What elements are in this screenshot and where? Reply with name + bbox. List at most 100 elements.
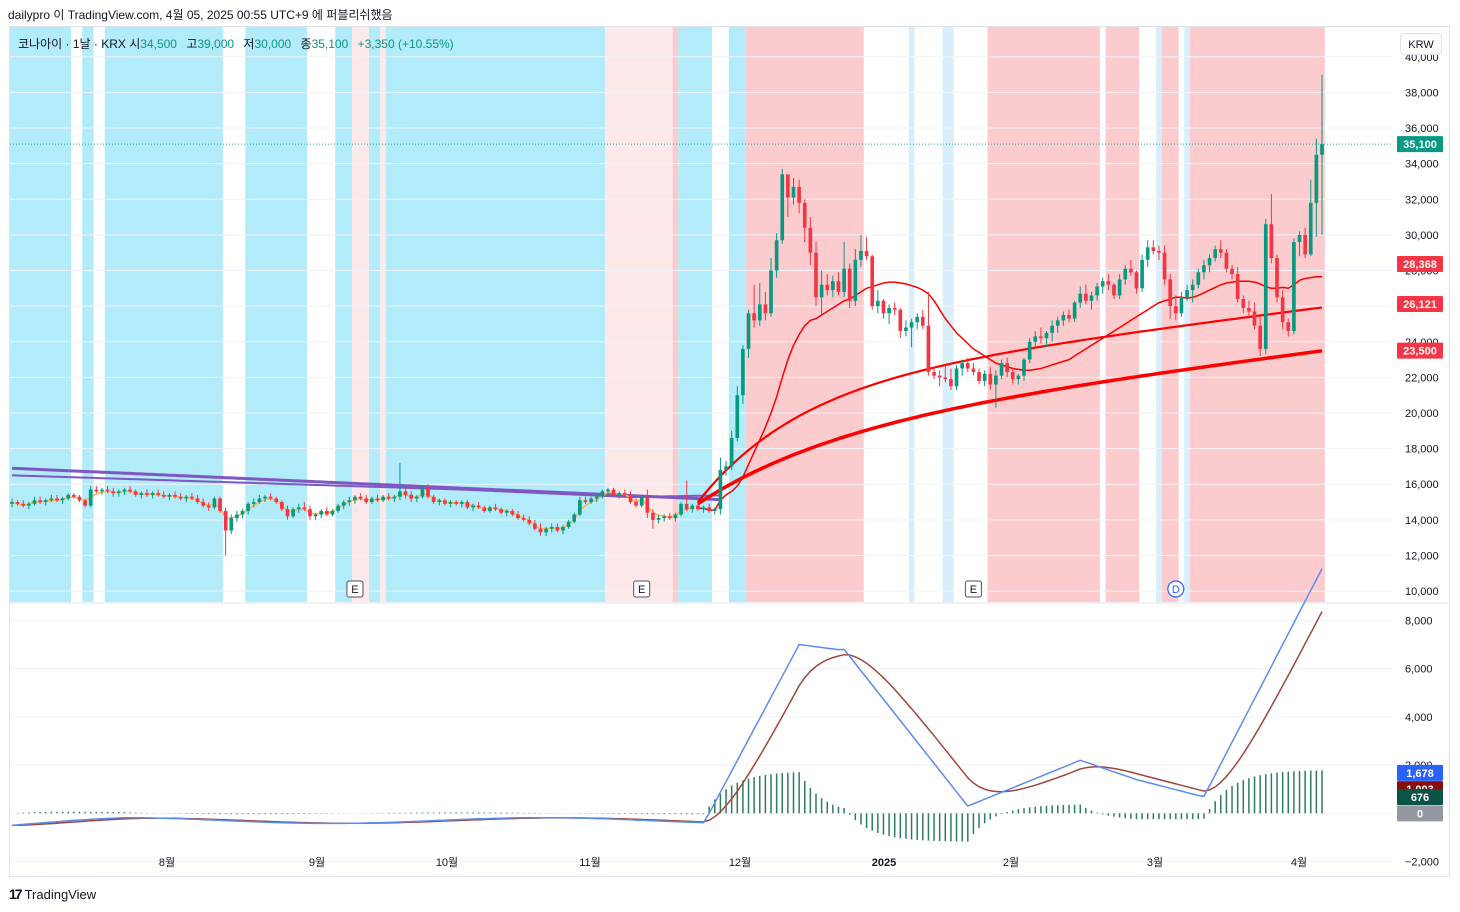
candle-body [499,509,503,513]
ma-long-tag-bg [1397,342,1443,359]
candle-body [1016,375,1021,380]
candle-body [1117,279,1122,296]
candle-body [594,496,599,499]
price-tick-label: 20,000 [1405,408,1439,420]
candle-body [600,491,605,497]
candle-body [1263,224,1268,349]
candle-body [859,250,863,260]
regime-band [987,27,1100,602]
candle-body [1084,293,1088,301]
dividend-marker [1167,580,1185,598]
candle-body [904,327,908,332]
candle-body [195,498,200,503]
candle-body [752,313,756,321]
candle-body [353,496,357,501]
candle-body [561,526,565,531]
candle-body [825,284,830,291]
candle-body [1072,302,1077,319]
ma-red-thick [696,349,1323,506]
candle-body [724,466,728,470]
candle-body [325,510,329,515]
currency-button[interactable]: KRW [1400,33,1442,55]
ma-red-mid [697,306,1323,503]
candle-body [982,373,987,381]
candle-body [1089,295,1094,301]
symbol-name: 코나아이 · 1날 · KRX [18,37,126,51]
candle-body [476,505,481,508]
candle-body [583,500,588,503]
candle-body [516,514,520,519]
candle-body [876,300,880,307]
open-label: 시 [129,37,141,51]
candle-body [1196,272,1201,285]
candle-body [55,498,59,501]
candle-body [1241,299,1246,308]
candle-body [173,494,177,497]
candle-body [1269,224,1274,259]
time-tick-label: 11월 [579,856,601,869]
candle-body [892,307,897,310]
candle-body [1207,258,1212,266]
candle-body [420,487,425,497]
candle-body [544,528,548,533]
candle-body [375,498,380,501]
moving-averages [10,143,1392,530]
macd-tick-label: 4,000 [1405,712,1433,724]
candle-body [150,493,155,495]
candle-body [999,363,1004,376]
candle-body [1247,307,1251,312]
tradingview-logo[interactable]: 17 TradingView [9,886,96,902]
candle-body [1252,311,1257,326]
regime-band [605,27,673,602]
candle-body [184,496,189,499]
candle-body [690,505,695,510]
candle-body [1061,315,1066,321]
candle-body [431,496,436,503]
candle-body [645,496,650,513]
candle-body [1078,293,1083,303]
brand-label: TradingView [24,886,97,902]
candle-body [1010,372,1015,380]
candle-body [628,494,633,503]
candle-body [909,322,914,328]
candle-body [538,528,543,533]
candle-body [1173,306,1178,314]
low-label: 저 [243,37,255,51]
candle-body [1314,154,1319,203]
candle-body [735,395,740,438]
candle-body [831,281,835,291]
macd-pane [11,568,1323,842]
candle-body [403,491,408,495]
price-tick-label: 10,000 [1405,586,1439,598]
candle-body [1286,322,1291,332]
candle-body [1067,315,1071,319]
price-tick-label: 32,000 [1405,194,1439,206]
macd-value-tag-bg [1397,764,1443,781]
regime-band [369,27,381,602]
candle-body [949,379,953,387]
high-value: 39,000 [197,37,235,51]
candle-body [1140,259,1144,289]
ma-red-thin [697,276,1322,511]
candle-body [656,518,661,520]
ma-short-tag: 28,368 [1403,259,1437,271]
candle-body [696,505,700,510]
candle-body [49,498,54,501]
high-label: 고 [186,37,198,51]
candle-body [679,503,683,515]
candle-body [667,516,672,519]
close-label: 종 [300,37,312,51]
regime-band [380,27,386,602]
candle-body [488,507,492,511]
candle-body [1162,252,1167,280]
candle-body [1308,202,1313,255]
candle-body [881,300,886,314]
candle-body [842,268,846,292]
candle-body [358,496,363,499]
candle-body [443,500,447,504]
earnings-marker [633,580,651,598]
candle-body [673,514,678,519]
candle-body [94,489,99,492]
candle-body [572,514,577,522]
